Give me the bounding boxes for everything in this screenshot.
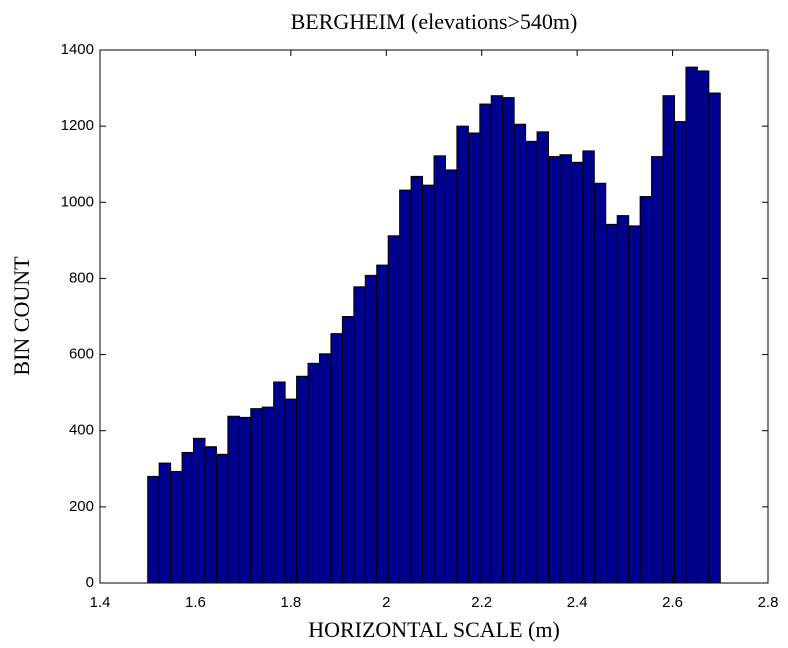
- bar: [639, 196, 653, 584]
- x-tick-label: 1.8: [280, 594, 301, 611]
- bar: [559, 154, 572, 584]
- bar: [673, 121, 687, 584]
- x-axis-label: HORIZONTAL SCALE (m): [308, 617, 560, 642]
- y-tick-label: 800: [69, 269, 94, 286]
- x-tick-label: 1.6: [185, 594, 206, 611]
- bar: [215, 453, 229, 584]
- bar: [433, 155, 446, 584]
- bar: [261, 406, 275, 584]
- y-tick-label: 600: [69, 346, 94, 363]
- bar: [467, 132, 481, 584]
- bar: [204, 446, 217, 584]
- bar: [341, 316, 355, 584]
- x-tick-label: 2.4: [567, 594, 588, 611]
- bar: [318, 353, 332, 584]
- bar: [502, 97, 515, 584]
- bar: [685, 66, 698, 584]
- bar: [399, 189, 412, 584]
- y-tick-label: 1200: [61, 117, 94, 134]
- bar: [364, 274, 378, 584]
- bar: [147, 475, 160, 584]
- y-tick-label: 1000: [61, 193, 94, 210]
- x-tick-label: 2.6: [662, 594, 683, 611]
- bar: [410, 175, 424, 584]
- bar: [696, 70, 710, 584]
- bar: [353, 286, 366, 584]
- x-tick-label: 2.2: [471, 594, 492, 611]
- bar: [193, 437, 206, 584]
- bar: [444, 169, 458, 584]
- y-tick-label: 1400: [61, 41, 94, 58]
- bar: [651, 156, 664, 584]
- bar: [284, 398, 298, 584]
- y-axis-label: BIN COUNT: [9, 256, 34, 376]
- bar: [479, 103, 492, 584]
- chart-title: BERGHEIM (elevations>540m): [291, 9, 578, 34]
- bar: [330, 333, 343, 584]
- bar: [490, 95, 504, 584]
- y-tick-label: 0: [86, 574, 94, 591]
- bar: [513, 123, 527, 584]
- bar: [181, 451, 195, 584]
- bar: [273, 381, 286, 584]
- bar: [605, 223, 618, 584]
- x-tick-label: 2.8: [758, 594, 779, 611]
- bar: [422, 184, 435, 584]
- bar: [662, 95, 675, 584]
- bar: [387, 235, 401, 584]
- bar: [593, 182, 607, 584]
- bar: [250, 408, 263, 584]
- y-tick-label: 200: [69, 498, 94, 515]
- bar: [708, 92, 721, 584]
- bar: [616, 215, 630, 584]
- x-tick-label: 2: [382, 594, 390, 611]
- x-tick-label: 1.4: [90, 594, 111, 611]
- bar: [307, 362, 320, 584]
- bar: [548, 156, 561, 584]
- bar: [582, 150, 595, 584]
- bar: [628, 225, 641, 584]
- bar: [296, 375, 309, 584]
- bar: [170, 470, 183, 584]
- bar: [525, 140, 538, 584]
- bar: [227, 415, 240, 584]
- bar: [536, 131, 550, 584]
- bar: [158, 462, 172, 584]
- bar: [570, 161, 584, 584]
- plot-frame: [99, 49, 769, 584]
- bar: [238, 416, 252, 584]
- bar: [456, 125, 469, 584]
- bar: [376, 264, 389, 584]
- y-tick-label: 400: [69, 422, 94, 439]
